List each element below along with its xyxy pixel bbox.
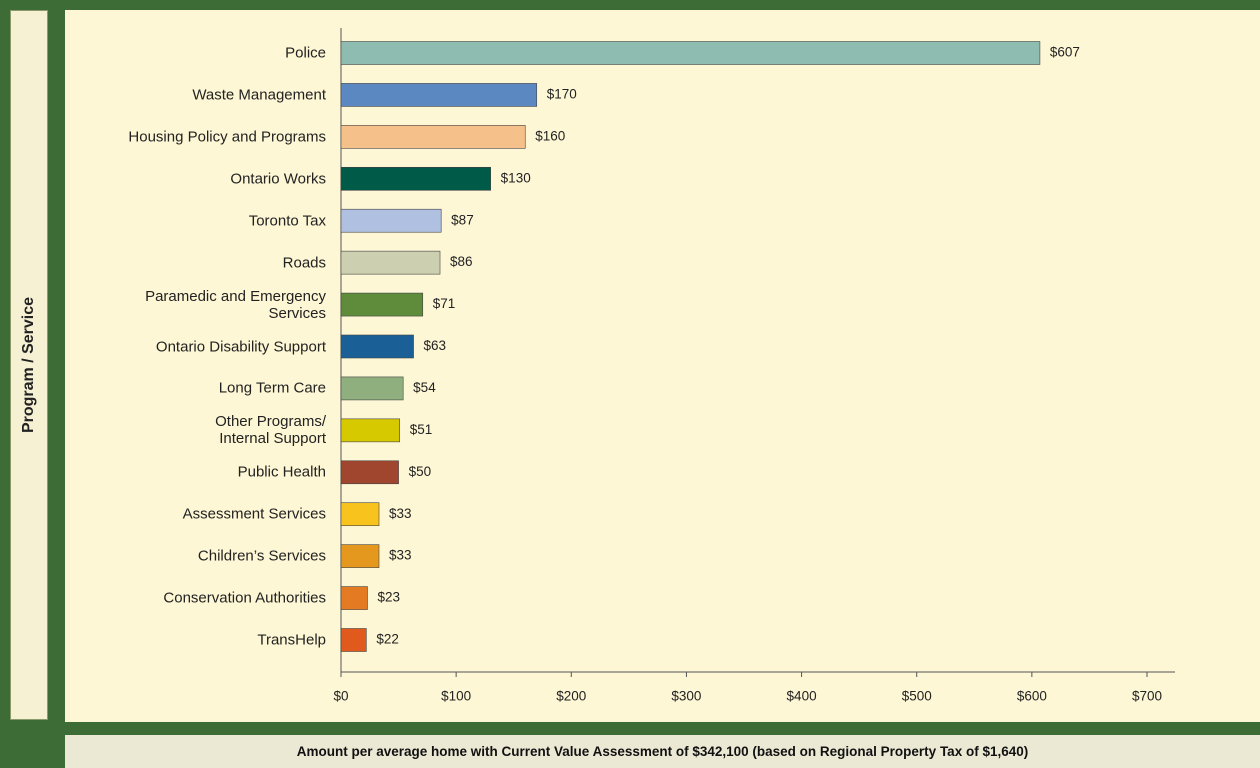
value-label: $50 (409, 464, 432, 479)
category-label: Conservation Authorities (26, 590, 326, 607)
value-label: $87 (451, 212, 474, 227)
bar (341, 503, 379, 526)
x-tick-label: $200 (556, 689, 586, 704)
value-label: $607 (1050, 45, 1080, 60)
bar (341, 293, 423, 316)
value-label: $33 (389, 506, 412, 521)
category-label: Ontario Disability Support (26, 338, 326, 355)
bar (341, 587, 367, 610)
category-label: Ontario Works (26, 170, 326, 187)
category-label: Roads (26, 254, 326, 271)
category-label: Assessment Services (26, 506, 326, 523)
x-tick-label: $500 (902, 689, 932, 704)
value-label: $54 (413, 380, 436, 395)
value-label: $63 (424, 338, 447, 353)
bar (341, 83, 537, 106)
value-label: $33 (389, 548, 412, 563)
x-tick-label: $700 (1132, 689, 1162, 704)
bar (341, 461, 399, 484)
x-tick-label: $400 (787, 689, 817, 704)
value-label: $22 (376, 632, 399, 647)
category-label: Long Term Care (26, 380, 326, 397)
bar (341, 42, 1040, 65)
value-label: $86 (450, 254, 473, 269)
bar (341, 545, 379, 568)
bar (341, 335, 414, 358)
x-tick-label: $100 (441, 689, 471, 704)
value-label: $51 (410, 422, 433, 437)
value-label: $71 (433, 296, 456, 311)
bar (341, 209, 441, 232)
category-label: Waste Management (26, 86, 326, 103)
value-label: $160 (535, 128, 565, 143)
category-label: Other Programs/ Internal Support (26, 413, 326, 447)
category-label: TransHelp (26, 632, 326, 649)
x-tick-label: $300 (671, 689, 701, 704)
page: Program / Service Amount per average hom… (0, 0, 1260, 768)
value-label: $130 (501, 170, 531, 185)
value-label: $23 (377, 590, 400, 605)
bar (341, 629, 366, 652)
bar (341, 125, 525, 148)
x-tick-label: $0 (333, 689, 348, 704)
category-label: Paramedic and Emergency Services (26, 288, 326, 322)
value-label: $170 (547, 86, 577, 101)
bar (341, 377, 403, 400)
category-label: Toronto Tax (26, 212, 326, 229)
category-label: Children’s Services (26, 548, 326, 565)
bar (341, 419, 400, 442)
category-label: Public Health (26, 464, 326, 481)
bar (341, 251, 440, 274)
bar (341, 167, 491, 190)
category-label: Housing Policy and Programs (26, 128, 326, 145)
category-label: Police (26, 45, 326, 62)
x-tick-label: $600 (1017, 689, 1047, 704)
